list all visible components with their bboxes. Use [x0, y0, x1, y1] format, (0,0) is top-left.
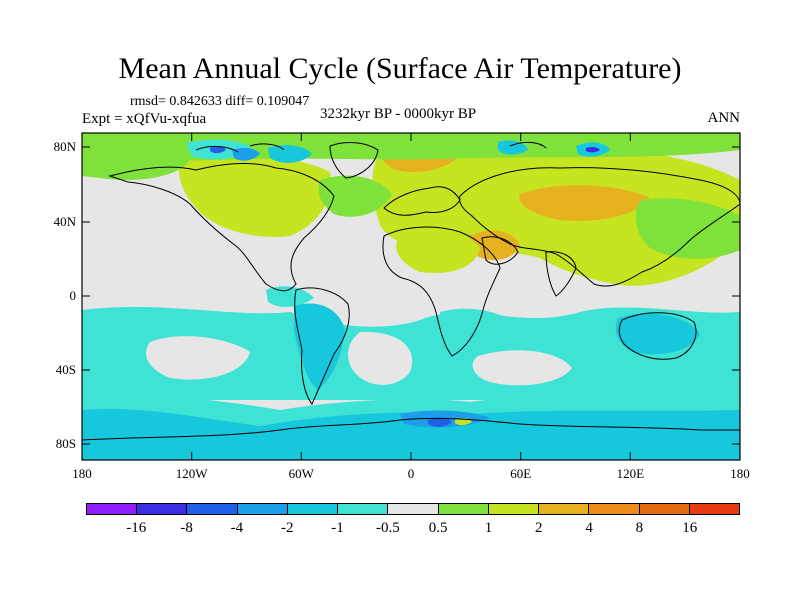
colorbar-label-9: 4: [585, 520, 593, 536]
map-field: [82, 133, 740, 460]
colorbar-box-9: [539, 504, 590, 514]
colorbar-label-5: -0.5: [375, 520, 400, 536]
north-america-outline: [108, 163, 335, 292]
y-label-40n: 40N: [53, 214, 76, 229]
x-label-60w: 60W: [288, 466, 314, 481]
colorbar-label-4: -1: [331, 520, 344, 536]
greenland-outline: [329, 142, 379, 179]
colorbar-label-11: 16: [682, 520, 698, 536]
y-label-80s: 80S: [55, 436, 76, 451]
india-outline: [545, 251, 577, 297]
y-label-40s: 40S: [55, 362, 76, 377]
asia-outline: [459, 167, 740, 287]
tropical-pacific-cool: [266, 286, 314, 307]
antarctic-warm-spot: [455, 418, 472, 426]
antarctic-blue-spot: [428, 417, 452, 427]
colorbar-label-7: 1: [484, 520, 493, 536]
colorbar-box-3: [237, 504, 288, 514]
y-label-0: 0: [69, 288, 77, 303]
season-label: ANN: [707, 110, 741, 126]
arabia-outline: [481, 236, 519, 265]
colorbar-label-1: -8: [180, 520, 193, 536]
x-label-0: 0: [407, 466, 415, 481]
colorbar-label-3: -2: [280, 520, 294, 536]
north-america-warm: [178, 155, 332, 237]
colorbar-box-4: [287, 504, 339, 514]
australia-outline: [618, 312, 697, 360]
colorbar-box-1: [137, 504, 188, 514]
colorbar-label-10: 8: [635, 520, 644, 536]
north-atlantic-warm: [318, 175, 392, 217]
x-label-60e: 60E: [510, 466, 532, 481]
north-africa-warm: [396, 231, 480, 273]
east-asia-warm: [635, 198, 740, 259]
y-label-80n: 80N: [53, 139, 76, 154]
colorbar-box-5: [338, 504, 389, 514]
south-atlantic-gap: [348, 331, 413, 385]
colorbar-box-6: [388, 504, 439, 514]
colorbar-label-2: -4: [230, 520, 244, 536]
x-label-180e: 180: [730, 466, 750, 481]
eurasia-orange-patch: [519, 185, 650, 221]
colorbar-box-8: [488, 504, 540, 514]
x-label-120e: 120E: [616, 466, 645, 481]
arctic-islands-outline: [195, 141, 547, 153]
kara-cool: [498, 140, 528, 155]
colorbar-box-10: [589, 504, 640, 514]
colorbar-label-6: 0.5: [428, 520, 448, 536]
africa-outline: [382, 226, 501, 357]
colorbar-box-12: [689, 504, 740, 514]
colorbar-label-8: 2: [535, 520, 543, 536]
axis-ticks: [82, 133, 740, 460]
south-america-outline: [294, 287, 350, 405]
colorbar-label-0: -16: [126, 520, 147, 536]
colorbar-box-11: [639, 504, 690, 514]
plot-title: Mean Annual Cycle (Surface Air Temperatu…: [118, 52, 682, 85]
colorbar-box-7: [438, 504, 489, 514]
barents-dark: [586, 146, 600, 153]
south-pacific-gap: [146, 336, 250, 380]
southern-ocean-cool-band: [82, 306, 740, 400]
antarctic-mid-band: [82, 408, 740, 460]
experiment-label: Expt = xQfVu-xqfua: [82, 111, 207, 127]
antarctica-outline: [82, 417, 740, 441]
colorbar-box-2: [187, 504, 238, 514]
australia-cool: [615, 313, 700, 355]
arctic-cool-patch-2: [268, 145, 312, 163]
indian-ocean-gap: [472, 350, 572, 386]
period-label: 3232kyr BP - 0000kyr BP: [320, 106, 477, 122]
south-america-cool: [294, 303, 345, 390]
rmsd-diff-stats: rmsd= 0.842633 diff= 0.109047: [130, 94, 310, 109]
colorbar: [86, 503, 740, 515]
arctic-dark-spot: [210, 146, 226, 154]
colorbar-box-0: [87, 504, 138, 514]
x-label-180w: 180: [72, 466, 92, 481]
coastlines: [82, 141, 740, 441]
south-africa-cool: [440, 308, 512, 344]
x-label-120w: 120W: [175, 466, 208, 481]
arctic-blue-patch: [232, 147, 260, 161]
